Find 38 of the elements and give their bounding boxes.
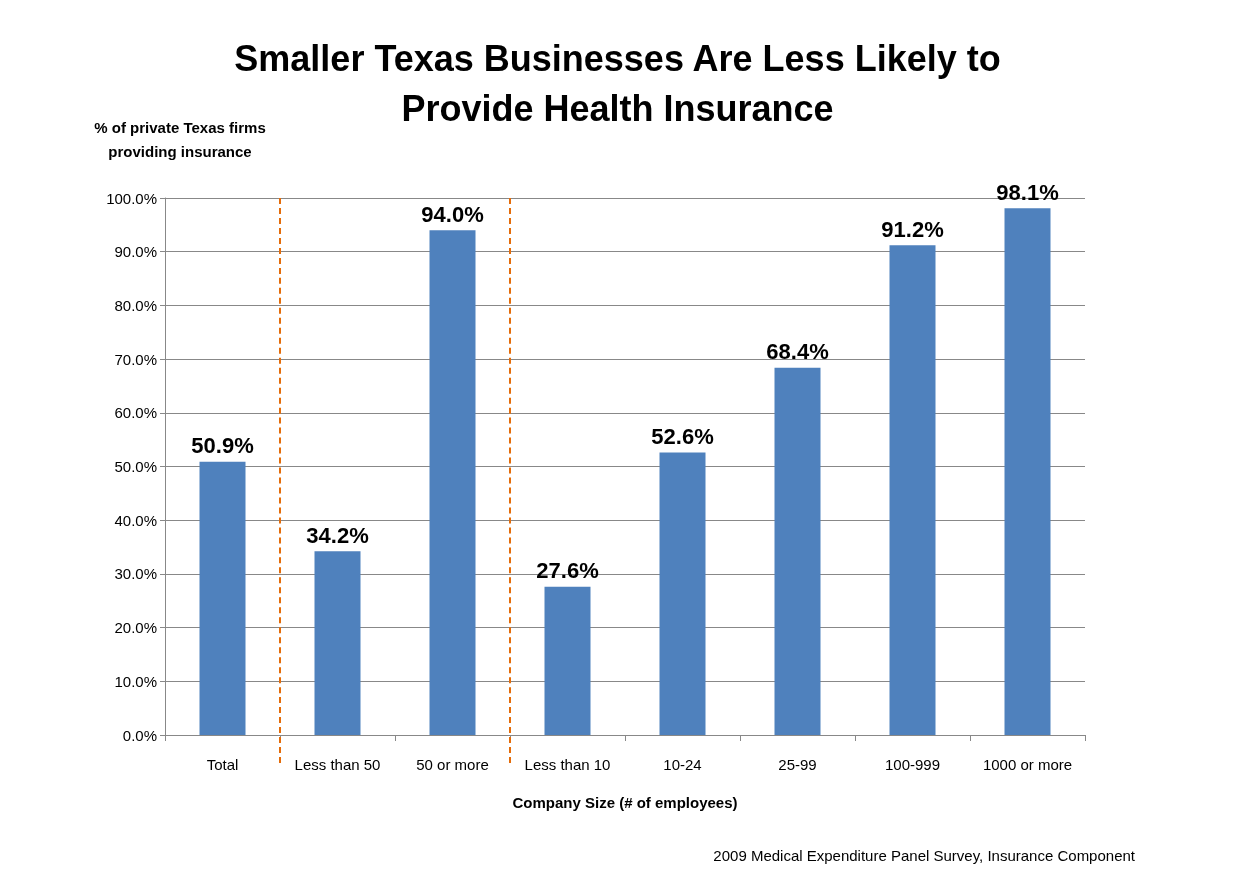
y-tick-label: 0.0% (122, 726, 157, 744)
bar (889, 245, 936, 735)
x-tick-label: Total (206, 756, 239, 773)
bar (429, 230, 476, 735)
data-label: 68.4% (766, 339, 829, 365)
text: 2009 Medical Expenditure Panel Survey, Insurance Component (713, 847, 1136, 864)
x-tick-label: 25-99 (778, 756, 817, 773)
y-tick-label: 80.0% (114, 296, 157, 314)
bar (544, 586, 591, 735)
x-tick-label: 100-999 (884, 756, 941, 773)
y-tick-label: 10.0% (114, 672, 157, 690)
x-tick-label: Less than 50 (294, 756, 381, 773)
x-tick-label: 10-24 (663, 756, 702, 773)
data-label: 98.1% (996, 179, 1059, 205)
data-label: 50.9% (191, 433, 254, 459)
x-axis-title: Company Size (# of employees) (512, 794, 738, 811)
y-axis-title: % of private Texas firms providing insurance (94, 118, 266, 160)
y-tick-label: 30.0% (114, 565, 157, 583)
bar (199, 461, 246, 735)
x-tick-label: 1000 or more (982, 756, 1073, 773)
bar (314, 551, 361, 735)
y-tick-label: 40.0% (114, 511, 157, 529)
data-label: 34.2% (306, 522, 369, 548)
data-label: 27.6% (536, 558, 599, 584)
bar (659, 452, 706, 735)
data-label: 91.2% (881, 216, 944, 242)
bar (774, 367, 821, 735)
x-tick-label: 50 or more (416, 756, 489, 773)
bar (1004, 208, 1051, 735)
x-tick-label: Less than 10 (524, 756, 611, 773)
y-tick-label: 90.0% (114, 243, 157, 261)
data-label: 94.0% (421, 201, 484, 227)
y-tick-label: 20.0% (114, 619, 157, 637)
y-tick-label: 100.0% (106, 189, 157, 207)
y-tick-label: 70.0% (114, 350, 157, 368)
data-label: 52.6% (651, 424, 714, 450)
y-tick-label: 50.0% (114, 458, 157, 475)
y-tick-label: 60.0% (114, 404, 157, 422)
